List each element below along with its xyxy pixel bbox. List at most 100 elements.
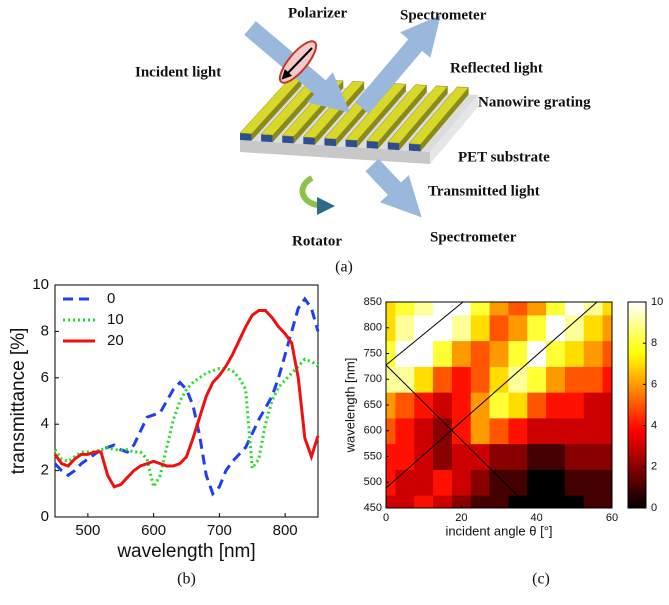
label: Spectrometer — [430, 229, 517, 245]
heatmap-cell — [508, 392, 527, 418]
panel-label: (a) — [335, 259, 353, 276]
colorbar-tick-label: 2 — [651, 461, 657, 473]
heatmap-cell — [546, 444, 565, 470]
legend-label: 0 — [107, 290, 115, 307]
heatmap-cell — [395, 366, 414, 392]
heatmap-cell — [508, 444, 527, 470]
y-tick-label: 450 — [364, 502, 382, 514]
heatmap-cell — [490, 341, 509, 367]
y-tick-label: 500 — [364, 476, 382, 488]
heatmap-cell — [546, 392, 565, 418]
heatmap-cell — [471, 469, 490, 495]
heatmap-cell — [546, 366, 565, 392]
heatmap-cell — [490, 315, 509, 341]
heatmap-cell — [508, 469, 527, 495]
y-tick-label: 10 — [32, 276, 49, 293]
label: Spectrometer — [400, 7, 487, 23]
y-tick-label: 550 — [364, 450, 382, 462]
heatmap-cell — [452, 469, 471, 495]
y-tick-label: 800 — [364, 322, 382, 334]
nanowire-grating — [240, 78, 478, 164]
heatmap-cell — [565, 392, 584, 418]
heatmap-cell — [527, 444, 546, 470]
heatmap-cell — [546, 315, 565, 341]
label: Polarizer — [288, 5, 347, 21]
heatmap-cell — [490, 469, 509, 495]
x-axis-label: incident angle θ [°] — [445, 523, 552, 538]
label: Incident light — [135, 64, 221, 80]
x-tick-label: 800 — [273, 522, 298, 539]
heatmap-cell — [527, 315, 546, 341]
y-tick-label: 650 — [364, 399, 382, 411]
heatmap-cell — [508, 366, 527, 392]
wire-side — [409, 144, 421, 152]
heatmap-cell — [414, 366, 433, 392]
heatmap-cell — [471, 341, 490, 367]
y-tick-label: 750 — [364, 347, 382, 359]
colorbar-tick-label: 0 — [651, 502, 657, 514]
x-axis-label: wavelength [nm] — [116, 541, 255, 562]
heatmap-cell — [395, 418, 414, 444]
x-tick-label: 40 — [531, 512, 543, 524]
heatmap-cell — [414, 341, 433, 367]
panel-label: (c) — [532, 571, 550, 588]
x-tick-label: 600 — [141, 522, 166, 539]
wire-side — [346, 140, 358, 148]
heatmap-cell — [452, 341, 471, 367]
heatmap-cell — [490, 392, 509, 418]
heatmap-cell — [527, 469, 546, 495]
y-tick-label: 850 — [364, 296, 382, 308]
rotator-arrow — [303, 178, 326, 206]
label: Reflected light — [450, 60, 543, 76]
heatmap-cell — [490, 418, 509, 444]
heatmap-cell — [584, 392, 603, 418]
heatmap-cells — [377, 289, 622, 521]
heatmap-cell — [395, 469, 414, 495]
wire-side — [240, 133, 252, 141]
colorbar — [628, 302, 646, 508]
heatmap-cell — [584, 315, 603, 341]
x-tick-label: 500 — [75, 522, 100, 539]
transmitted-arrow — [372, 165, 408, 203]
colorbar-tick-label: 8 — [651, 337, 657, 349]
heatmap-cell — [452, 366, 471, 392]
y-tick-label: 6 — [41, 369, 49, 386]
y-axis-label: wavelength [nm] — [342, 358, 357, 454]
heatmap-cell — [527, 366, 546, 392]
y-tick-label: 600 — [364, 425, 382, 437]
heatmap-cell — [584, 366, 603, 392]
heatmap-cell — [433, 469, 452, 495]
y-tick-label: 2 — [41, 462, 49, 479]
wire-side — [324, 138, 336, 146]
label: Nanowire grating — [478, 94, 591, 110]
heatmap-cell — [584, 469, 603, 495]
heatmap-cell — [414, 418, 433, 444]
x-tick-label: 0 — [383, 512, 389, 524]
heatmap-cell — [433, 341, 452, 367]
heatmap-cell — [565, 444, 584, 470]
heatmap-cell — [452, 392, 471, 418]
wire-side — [282, 136, 294, 144]
label: Transmitted light — [428, 183, 540, 199]
wire-side — [303, 137, 315, 145]
x-tick-label: 60 — [606, 512, 618, 524]
heatmap-cell — [527, 392, 546, 418]
heatmap-cell — [527, 418, 546, 444]
heatmap-cell — [395, 444, 414, 470]
heatmap-cell — [508, 418, 527, 444]
y-axis-label: transmittance [%] — [8, 328, 29, 475]
heatmap-cell — [490, 444, 509, 470]
heatmap-cell — [584, 444, 603, 470]
wire-side — [367, 141, 379, 149]
heatmap-cell — [452, 315, 471, 341]
heatmap-cell — [414, 444, 433, 470]
heatmap-cell — [395, 341, 414, 367]
heatmap-cell — [471, 418, 490, 444]
y-tick-label: 4 — [41, 415, 49, 432]
series-line — [55, 311, 318, 487]
heatmap-cell — [395, 315, 414, 341]
wire-side — [261, 134, 273, 142]
heatmap-cell — [527, 341, 546, 367]
heatmap-cell — [565, 469, 584, 495]
y-tick-label: 700 — [364, 373, 382, 385]
